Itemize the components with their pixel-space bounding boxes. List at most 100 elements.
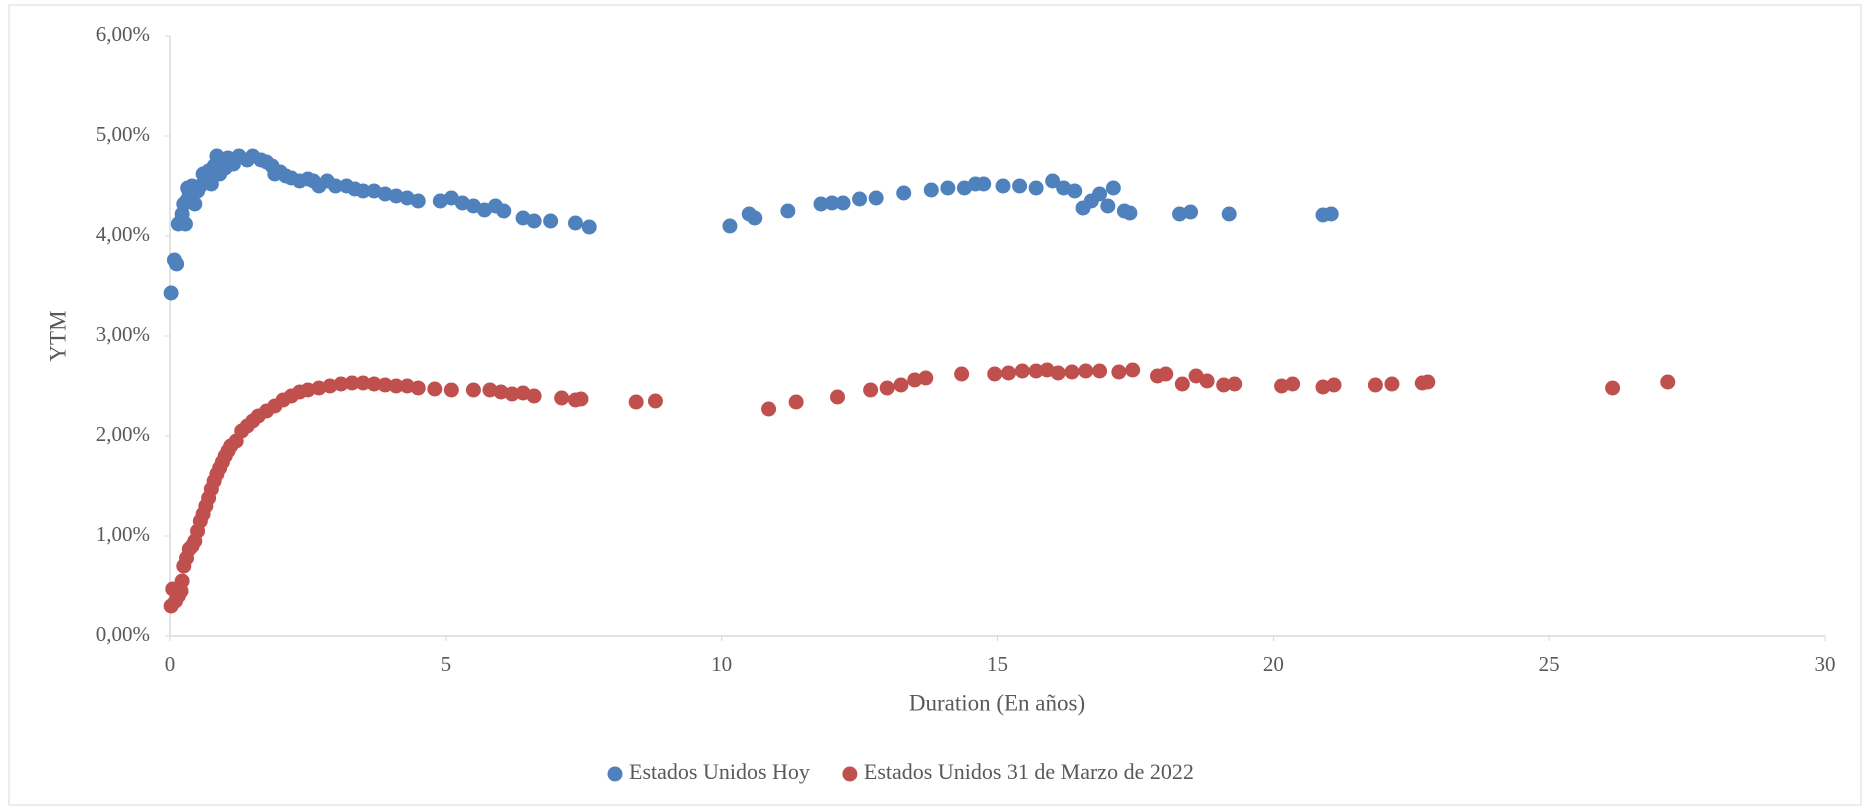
point	[747, 210, 763, 226]
point	[526, 388, 542, 404]
point	[543, 213, 559, 229]
point	[366, 376, 382, 392]
point	[628, 394, 644, 410]
point	[344, 375, 360, 391]
point	[1014, 363, 1030, 379]
point	[780, 203, 796, 219]
point	[918, 370, 934, 386]
point	[410, 193, 426, 209]
point	[1012, 178, 1028, 194]
point	[954, 366, 970, 382]
point	[893, 377, 909, 393]
point	[427, 381, 443, 397]
point	[1001, 365, 1017, 381]
x-tick-label: 25	[1539, 652, 1560, 676]
y-tick-label: 0,00%	[96, 622, 150, 646]
point	[1045, 173, 1061, 189]
point	[355, 183, 371, 199]
point	[573, 391, 589, 407]
point	[995, 178, 1011, 194]
x-tick-label: 20	[1263, 652, 1284, 676]
point	[1111, 364, 1127, 380]
point	[1105, 180, 1121, 196]
point	[410, 380, 426, 396]
y-tick-label: 2,00%	[96, 422, 150, 446]
point	[1323, 206, 1339, 222]
point	[1227, 376, 1243, 392]
point	[813, 196, 829, 212]
point	[1420, 374, 1436, 390]
point	[987, 366, 1003, 382]
point	[328, 178, 343, 194]
point	[504, 386, 520, 402]
point	[788, 394, 804, 410]
point	[868, 190, 884, 206]
legend-label: Estados Unidos 31 de Marzo de 2022	[864, 759, 1194, 784]
legend-label: Estados Unidos Hoy	[629, 759, 810, 784]
point	[1660, 374, 1676, 390]
y-tick-label: 6,00%	[96, 22, 150, 46]
point	[1199, 373, 1215, 389]
point	[722, 218, 738, 234]
point	[863, 382, 879, 398]
point	[1174, 376, 1190, 392]
point	[1092, 186, 1108, 202]
legend-marker	[842, 766, 858, 782]
y-axis-title: YTM	[45, 310, 70, 361]
x-axis-title: Duration (En años)	[909, 690, 1085, 715]
y-tick-label: 3,00%	[96, 322, 150, 346]
legend-marker	[607, 766, 623, 782]
point	[163, 285, 179, 301]
point	[554, 390, 570, 406]
point	[333, 376, 349, 392]
point	[169, 256, 185, 272]
point	[567, 215, 583, 231]
x-tick-label: 15	[987, 652, 1008, 676]
point	[940, 180, 956, 196]
point	[1028, 363, 1044, 379]
point	[761, 401, 777, 417]
point	[1183, 204, 1199, 220]
point	[824, 195, 840, 211]
point	[976, 176, 992, 192]
point	[852, 191, 868, 207]
point	[835, 195, 851, 211]
chart-border	[8, 4, 1862, 806]
point	[647, 393, 663, 409]
point	[879, 380, 895, 396]
point	[526, 213, 542, 229]
point	[1285, 376, 1301, 392]
point	[1367, 377, 1383, 393]
point	[177, 216, 193, 232]
point	[1050, 365, 1066, 381]
point	[1064, 364, 1080, 380]
point	[1100, 198, 1116, 214]
point	[1326, 377, 1342, 393]
point	[1384, 376, 1400, 392]
point	[830, 389, 846, 405]
point	[377, 377, 393, 393]
y-tick-label: 1,00%	[96, 522, 150, 546]
x-tick-label: 30	[1815, 652, 1836, 676]
point	[1605, 380, 1621, 396]
y-tick-label: 4,00%	[96, 222, 150, 246]
point	[923, 182, 939, 198]
point	[355, 375, 371, 391]
point	[187, 196, 203, 212]
point	[1078, 363, 1094, 379]
point	[174, 573, 190, 589]
point	[1216, 377, 1232, 393]
point	[896, 185, 912, 201]
x-tick-label: 10	[711, 652, 732, 676]
point	[1158, 366, 1174, 382]
point	[1125, 362, 1141, 378]
point	[1092, 363, 1108, 379]
point	[388, 378, 404, 394]
point	[1221, 206, 1237, 222]
point	[1067, 183, 1083, 199]
point	[465, 382, 481, 398]
point	[1122, 205, 1138, 221]
point	[203, 176, 219, 192]
point	[443, 382, 459, 398]
